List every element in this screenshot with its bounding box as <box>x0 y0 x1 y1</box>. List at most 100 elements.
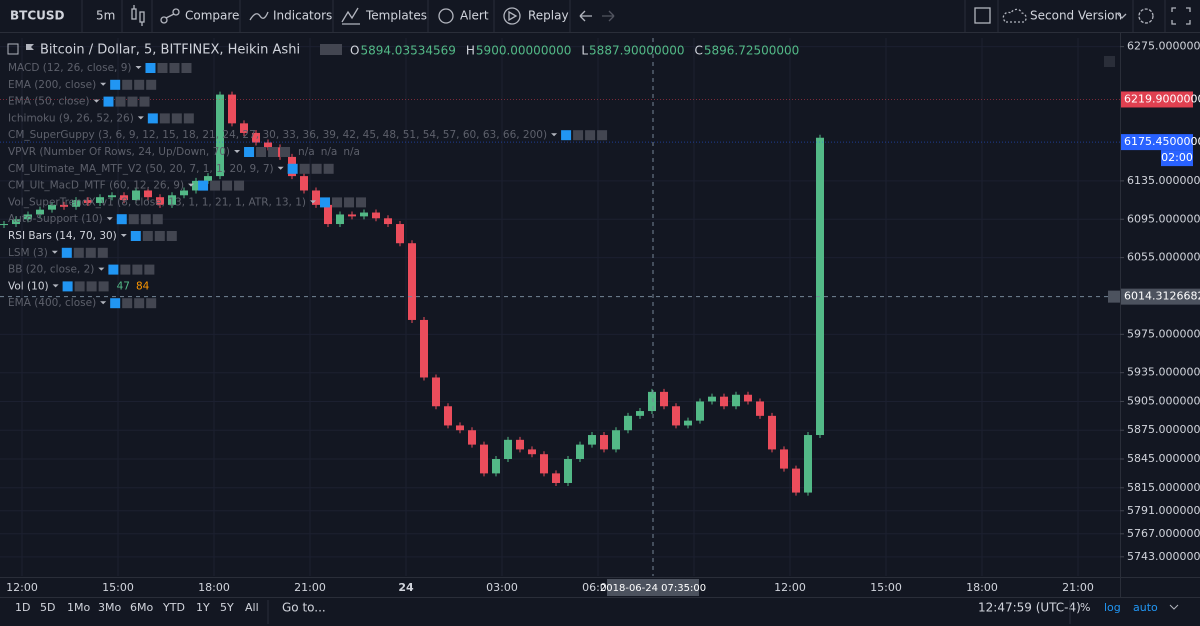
indicator-button[interactable] <box>169 63 180 73</box>
indicator-menu[interactable] <box>98 267 105 271</box>
fullscreen-icon[interactable] <box>1171 7 1191 25</box>
indicator-button[interactable] <box>74 281 85 292</box>
indicator-label[interactable]: EMA (50, close) <box>8 96 90 108</box>
replay-button[interactable]: Replay <box>528 9 569 23</box>
alert-button[interactable]: Alert <box>460 9 489 23</box>
indicator-button[interactable] <box>356 197 367 208</box>
indicator-menu[interactable] <box>106 217 113 221</box>
indicator-button[interactable] <box>110 79 121 90</box>
indicator-label[interactable]: Ichimoku (9, 26, 52, 26) <box>8 112 134 124</box>
range-button[interactable]: 5D <box>40 601 55 614</box>
indicator-menu[interactable] <box>51 250 58 254</box>
indicator-button[interactable] <box>222 180 233 191</box>
indicator-label[interactable]: Vol (10) <box>8 280 49 292</box>
compare-icon[interactable] <box>160 8 180 24</box>
indicator-button[interactable] <box>234 180 245 191</box>
indicator-label[interactable]: RSI Bars (14, 70, 30) <box>8 230 117 242</box>
indicator-button[interactable] <box>198 180 209 191</box>
indicator-button[interactable] <box>323 163 334 174</box>
indicator-label[interactable]: Auto-Support (10) <box>8 213 103 225</box>
range-button[interactable]: 1Mo <box>67 601 90 614</box>
cloud-icon[interactable] <box>1002 8 1027 23</box>
indicator-button[interactable] <box>152 214 163 225</box>
scale-option[interactable]: auto <box>1133 601 1158 614</box>
indicator-button[interactable] <box>159 113 170 124</box>
indicator-button[interactable] <box>146 79 157 90</box>
indicator-label[interactable]: EMA (200, close) <box>8 79 96 91</box>
symbol[interactable]: BTCUSD <box>10 9 65 23</box>
indicator-button[interactable] <box>157 63 168 73</box>
indicator-button[interactable] <box>166 231 177 241</box>
indicator-label[interactable]: CM_SuperGuppy (3, 6, 9, 12, 15, 18, 21, … <box>8 129 547 141</box>
range-button[interactable]: 5Y <box>220 601 234 614</box>
range-button[interactable]: YTD <box>162 601 185 614</box>
indicator-button[interactable] <box>142 231 153 241</box>
indicator-button[interactable] <box>98 281 109 292</box>
scale-option[interactable]: % <box>1080 601 1090 614</box>
indicator-button[interactable] <box>140 214 151 225</box>
indicator-button[interactable] <box>181 63 192 73</box>
redo[interactable] <box>602 10 615 22</box>
indicator-label[interactable]: LSM (3) <box>8 247 48 259</box>
layout-name[interactable]: Second Version <box>1030 9 1122 23</box>
indicator-button[interactable] <box>585 130 596 141</box>
indicator-button[interactable] <box>171 113 182 124</box>
indicator-button[interactable] <box>147 113 158 124</box>
alert-icon[interactable] <box>438 8 454 24</box>
range-button[interactable]: 3Mo <box>98 601 121 614</box>
indicator-button[interactable] <box>122 79 133 90</box>
indicator-menu[interactable] <box>310 200 317 204</box>
templates-icon[interactable] <box>341 7 360 25</box>
indicators-icon[interactable] <box>249 11 269 21</box>
replay-icon[interactable] <box>503 7 521 25</box>
indicator-label[interactable]: CM_Ultimate_MA_MTF_V2 (50, 20, 7, 1, 1, … <box>8 163 274 175</box>
indicator-menu[interactable] <box>137 116 144 120</box>
indicator-menu[interactable] <box>188 183 195 187</box>
indicator-button[interactable] <box>597 130 608 141</box>
range-button[interactable]: 6Mo <box>130 601 153 614</box>
indicator-label[interactable]: VPVR (Number Of Rows, 24, Up/Down, 70) <box>8 146 230 158</box>
indicator-button[interactable] <box>183 113 194 124</box>
indicator-button[interactable] <box>154 231 165 241</box>
indicator-button[interactable] <box>134 298 145 309</box>
indicator-button[interactable] <box>86 281 97 292</box>
plus-button[interactable] <box>1108 290 1120 303</box>
scale-button[interactable] <box>1104 56 1115 67</box>
indicator-button[interactable] <box>268 147 279 157</box>
indicator-menu[interactable] <box>135 66 142 69</box>
indicator-menu[interactable] <box>120 234 127 237</box>
indicator-button[interactable] <box>561 130 572 141</box>
indicator-label[interactable]: CM_Ult_MacD_MTF (60, 12, 26, 9) <box>8 180 184 192</box>
indicator-button[interactable] <box>127 96 138 107</box>
indicator-label[interactable]: BB (20, close, 2) <box>8 264 94 276</box>
indicator-button[interactable] <box>108 264 119 275</box>
indicator-label[interactable]: Vol_SuperTrendX_v1 (8, close, 13, 1, 1, … <box>8 196 306 208</box>
indicator-button[interactable] <box>122 298 133 309</box>
indicator-label[interactable]: EMA (400, close) <box>8 297 96 309</box>
indicator-button[interactable] <box>120 264 131 275</box>
indicator-button[interactable] <box>280 147 291 157</box>
templates-button[interactable]: Templates <box>365 9 427 23</box>
indicator-button[interactable] <box>103 96 114 107</box>
indicator-label[interactable]: MACD (12, 26, close, 9) <box>8 62 131 74</box>
indicator-menu[interactable] <box>93 99 100 103</box>
scale-option[interactable]: log <box>1104 601 1121 614</box>
indicators-button[interactable]: Indicators <box>273 9 332 23</box>
checkbox[interactable] <box>974 7 991 24</box>
indicator-button[interactable] <box>320 197 331 208</box>
indicator-menu[interactable] <box>100 301 107 305</box>
indicator-menu[interactable] <box>52 284 59 288</box>
indicator-menu[interactable] <box>234 150 241 153</box>
indicator-button[interactable] <box>85 247 96 258</box>
indicator-button[interactable] <box>134 79 145 90</box>
layout-menu[interactable] <box>1117 13 1127 19</box>
undo[interactable] <box>579 10 592 22</box>
indicator-button[interactable] <box>573 130 584 141</box>
range-button[interactable]: 1Y <box>196 601 210 614</box>
indicator-button[interactable] <box>62 281 73 292</box>
indicator-button[interactable] <box>128 214 139 225</box>
indicator-button[interactable] <box>311 163 322 174</box>
indicator-button[interactable] <box>139 96 150 107</box>
indicator-button[interactable] <box>287 163 298 174</box>
indicator-button[interactable] <box>73 247 84 258</box>
